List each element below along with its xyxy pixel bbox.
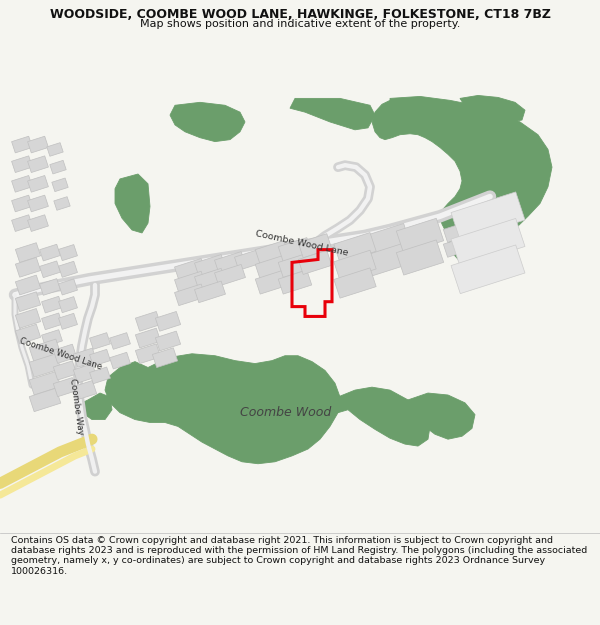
Polygon shape — [451, 245, 525, 294]
Polygon shape — [11, 195, 32, 212]
Polygon shape — [41, 313, 62, 329]
Polygon shape — [50, 161, 66, 174]
Polygon shape — [53, 378, 77, 397]
Polygon shape — [136, 311, 161, 331]
Polygon shape — [155, 311, 181, 331]
Polygon shape — [290, 98, 375, 130]
Polygon shape — [40, 279, 61, 295]
Text: WOODSIDE, COOMBE WOOD LANE, HAWKINGE, FOLKESTONE, CT18 7BZ: WOODSIDE, COOMBE WOOD LANE, HAWKINGE, FO… — [49, 8, 551, 21]
Polygon shape — [365, 243, 410, 276]
Polygon shape — [59, 244, 77, 261]
Polygon shape — [443, 238, 467, 258]
Polygon shape — [82, 393, 112, 419]
Polygon shape — [52, 178, 68, 192]
Text: Contains OS data © Crown copyright and database right 2021. This information is : Contains OS data © Crown copyright and d… — [11, 536, 587, 576]
Text: Coombe Way: Coombe Way — [68, 378, 85, 436]
Polygon shape — [170, 102, 245, 142]
Polygon shape — [298, 234, 332, 258]
Polygon shape — [41, 296, 62, 313]
Polygon shape — [11, 136, 32, 153]
Polygon shape — [175, 259, 205, 280]
Polygon shape — [115, 174, 150, 233]
Polygon shape — [59, 297, 77, 312]
Polygon shape — [16, 324, 41, 344]
Polygon shape — [136, 328, 161, 348]
Polygon shape — [41, 330, 62, 346]
Text: Coombe Wood Lane: Coombe Wood Lane — [255, 229, 349, 258]
Polygon shape — [215, 252, 245, 273]
Polygon shape — [255, 270, 289, 294]
Polygon shape — [11, 156, 32, 172]
Polygon shape — [16, 275, 41, 295]
Polygon shape — [28, 195, 49, 212]
Polygon shape — [215, 264, 245, 286]
Polygon shape — [11, 215, 32, 231]
Polygon shape — [334, 250, 376, 281]
Polygon shape — [278, 270, 312, 294]
Polygon shape — [59, 313, 77, 329]
Polygon shape — [334, 268, 376, 298]
Polygon shape — [194, 281, 226, 302]
Polygon shape — [29, 354, 61, 377]
Polygon shape — [53, 344, 77, 363]
Polygon shape — [28, 215, 49, 231]
Polygon shape — [28, 176, 49, 192]
Polygon shape — [460, 96, 525, 122]
Polygon shape — [16, 292, 41, 312]
Polygon shape — [73, 348, 97, 368]
Text: Map shows position and indicative extent of the property.: Map shows position and indicative extent… — [140, 19, 460, 29]
Polygon shape — [73, 381, 97, 399]
Polygon shape — [448, 230, 492, 266]
Polygon shape — [29, 388, 61, 412]
Polygon shape — [194, 268, 226, 290]
Polygon shape — [73, 364, 97, 383]
Polygon shape — [408, 393, 475, 439]
Polygon shape — [338, 387, 430, 446]
Polygon shape — [155, 331, 181, 351]
Polygon shape — [40, 261, 61, 278]
Polygon shape — [89, 332, 110, 349]
Polygon shape — [89, 367, 110, 384]
Polygon shape — [397, 240, 443, 275]
Polygon shape — [40, 244, 61, 261]
Text: Coombe Wood Lane: Coombe Wood Lane — [18, 336, 103, 371]
Polygon shape — [334, 232, 376, 262]
Polygon shape — [29, 371, 61, 395]
Polygon shape — [365, 224, 410, 256]
Polygon shape — [59, 261, 77, 278]
Polygon shape — [89, 349, 110, 366]
Polygon shape — [47, 142, 63, 156]
Text: Coombe Wood: Coombe Wood — [240, 406, 331, 419]
Polygon shape — [175, 284, 205, 306]
Polygon shape — [29, 339, 61, 362]
Polygon shape — [397, 218, 443, 254]
Polygon shape — [255, 255, 289, 279]
Polygon shape — [298, 251, 332, 274]
Polygon shape — [16, 242, 41, 262]
Polygon shape — [54, 197, 70, 210]
Polygon shape — [105, 354, 340, 464]
Polygon shape — [53, 361, 77, 380]
Polygon shape — [152, 348, 178, 368]
Polygon shape — [451, 192, 525, 241]
Polygon shape — [110, 352, 130, 369]
Polygon shape — [278, 253, 312, 278]
Polygon shape — [16, 309, 41, 328]
Polygon shape — [11, 176, 32, 192]
Polygon shape — [255, 241, 289, 264]
Polygon shape — [28, 156, 49, 172]
Polygon shape — [194, 254, 226, 276]
Polygon shape — [372, 96, 552, 275]
Polygon shape — [16, 258, 41, 278]
Polygon shape — [136, 344, 161, 364]
Polygon shape — [278, 238, 312, 262]
Polygon shape — [175, 271, 205, 293]
Polygon shape — [451, 219, 525, 267]
Polygon shape — [110, 332, 130, 349]
Polygon shape — [59, 279, 77, 295]
Polygon shape — [235, 249, 265, 270]
Polygon shape — [443, 223, 467, 243]
Polygon shape — [28, 136, 49, 153]
